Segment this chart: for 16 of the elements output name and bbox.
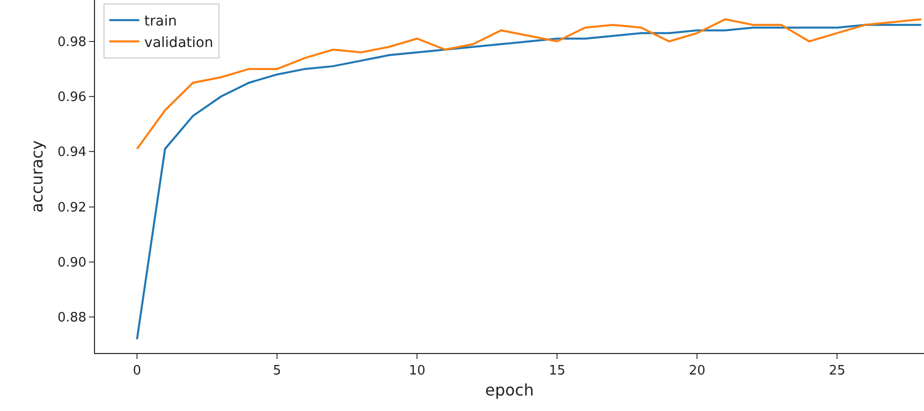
x-tick-label: 0 xyxy=(132,364,142,379)
legend-label: train xyxy=(144,14,177,30)
x-tick-label: 15 xyxy=(548,364,566,379)
x-tick-label: 20 xyxy=(688,364,706,379)
y-tick-label: 0.94 xyxy=(57,145,86,160)
y-tick-label: 0.92 xyxy=(57,200,86,216)
x-axis-title: epoch xyxy=(485,380,534,400)
y-tick-label: 0.98 xyxy=(57,34,86,50)
y-axis-title: accuracy xyxy=(27,140,46,213)
y-tick-label: 0.96 xyxy=(57,90,86,106)
y-tick-label: 0.88 xyxy=(57,310,86,326)
x-tick-label: 25 xyxy=(828,364,846,379)
x-tick-label: 10 xyxy=(408,364,426,379)
x-tick-label: 5 xyxy=(272,364,282,379)
y-tick-label: 0.90 xyxy=(57,256,86,271)
legend-label: validation xyxy=(144,34,214,51)
